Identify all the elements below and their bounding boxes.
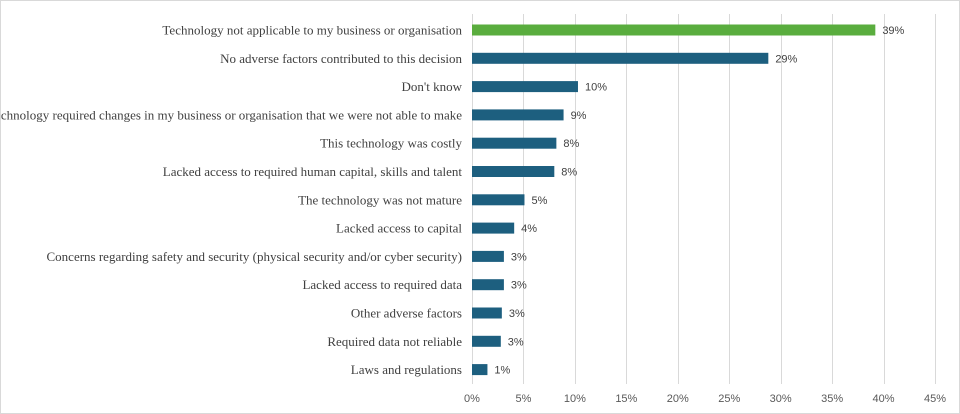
value-label: 3% — [509, 308, 525, 320]
x-tick-label: 0% — [464, 393, 480, 405]
category-label: Lacked access to required human capital,… — [163, 164, 463, 179]
value-label: 10% — [585, 82, 607, 94]
bar — [472, 250, 504, 262]
category-labels: Technology not applicable to my business… — [1, 23, 463, 378]
x-tick-label: 35% — [821, 393, 843, 405]
value-label: 3% — [511, 251, 527, 263]
x-axis-tick-labels: 0% 5% 10% 15% 20% 25% 30% 35% 40% 45% — [464, 393, 946, 405]
x-tick-label: 10% — [564, 393, 586, 405]
category-label: The technology required changes in my bu… — [1, 107, 462, 122]
bar — [472, 24, 876, 36]
value-label: 4% — [521, 223, 537, 235]
category-label: Lacked access to capital — [336, 221, 462, 236]
category-label: Lacked access to required data — [302, 277, 462, 292]
x-tick-label: 45% — [924, 393, 946, 405]
x-tick-label: 30% — [770, 393, 792, 405]
value-label: 8% — [563, 138, 579, 150]
grid-lines — [472, 14, 936, 384]
bar — [472, 279, 504, 291]
category-label: Other adverse factors — [351, 306, 462, 321]
bar — [472, 109, 564, 121]
value-label: 3% — [508, 336, 524, 348]
bar — [472, 364, 488, 376]
bars — [472, 24, 876, 376]
category-label: The technology was not mature — [298, 192, 462, 207]
bar — [472, 166, 555, 177]
value-label: 9% — [571, 110, 587, 122]
x-tick-label: 15% — [615, 393, 637, 405]
bar — [472, 137, 557, 149]
bar — [472, 335, 501, 347]
category-label: This technology was costly — [320, 136, 462, 151]
bar — [472, 222, 515, 234]
bar — [472, 194, 525, 206]
category-label: Technology not applicable to my business… — [162, 23, 462, 38]
value-label: 5% — [531, 195, 547, 207]
value-label: 8% — [561, 167, 577, 179]
value-labels: 39% 29% 10% 9% 8% 8% 5% 4% 3% 3% 3% 3% 1% — [494, 25, 904, 377]
category-label: Don't know — [402, 79, 463, 94]
x-tick-label: 25% — [718, 393, 740, 405]
value-label: 29% — [775, 53, 797, 65]
bar — [472, 81, 578, 93]
value-label: 39% — [882, 25, 904, 37]
category-label: Required data not reliable — [327, 334, 462, 349]
category-label: No adverse factors contributed to this d… — [220, 51, 462, 66]
category-label: Laws and regulations — [351, 362, 462, 377]
x-tick-label: 5% — [515, 393, 531, 405]
bar — [472, 52, 769, 64]
x-tick-label: 40% — [873, 393, 895, 405]
bar — [472, 307, 502, 319]
value-label: 3% — [511, 280, 527, 292]
value-label: 1% — [494, 365, 510, 377]
category-label: Concerns regarding safety and security (… — [47, 249, 463, 264]
x-tick-label: 20% — [667, 393, 689, 405]
